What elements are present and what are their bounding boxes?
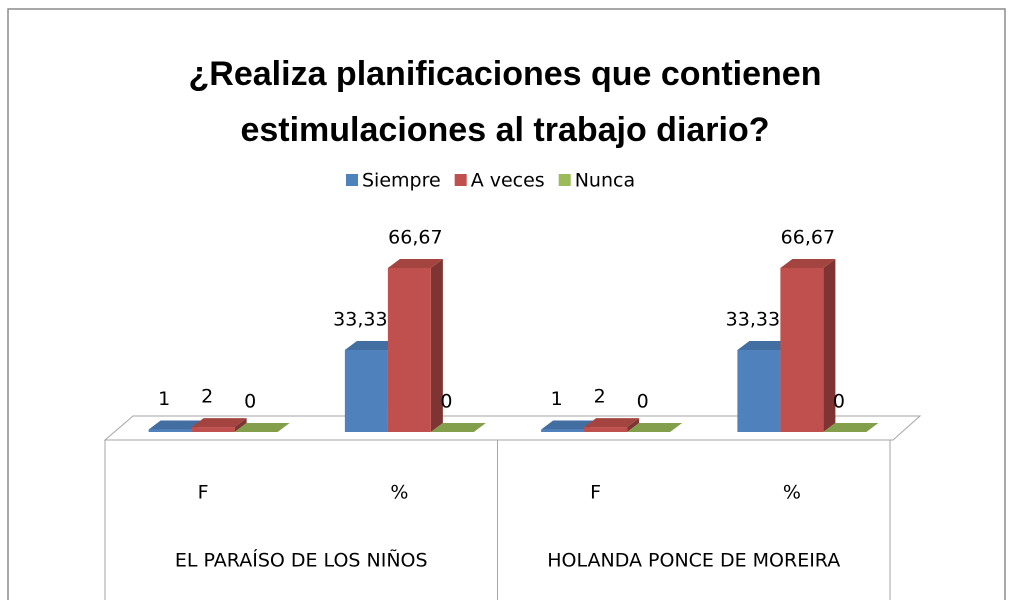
bar-front xyxy=(344,350,388,432)
bar-top xyxy=(823,423,879,432)
value-label: 66,67 xyxy=(781,227,835,249)
bar-side xyxy=(627,418,640,432)
legend-label: Siempre xyxy=(362,170,441,192)
bar-top xyxy=(148,420,204,430)
bar-top xyxy=(780,259,836,268)
x-tick-label: F xyxy=(590,482,601,504)
bar-top xyxy=(234,423,290,432)
value-label: 33,33 xyxy=(726,309,780,331)
chart-title: ¿Realiza planificaciones que contienen xyxy=(189,55,822,93)
bar-side xyxy=(430,259,443,432)
value-label: 0 xyxy=(440,391,452,413)
value-label: 2 xyxy=(594,386,606,408)
bar xyxy=(191,418,247,432)
legend-label: A veces xyxy=(471,170,545,192)
bar-front xyxy=(780,268,824,432)
bar xyxy=(234,423,290,432)
bar xyxy=(780,259,836,432)
chart-border xyxy=(7,8,1006,600)
bar xyxy=(823,423,879,432)
bar xyxy=(584,418,640,432)
bar-front xyxy=(191,427,235,432)
value-label: 66,67 xyxy=(388,227,442,249)
group-label: HOLANDA PONCE DE MOREIRA xyxy=(547,550,840,572)
value-label: 1 xyxy=(158,388,170,410)
bar-side xyxy=(823,259,836,432)
bar-front xyxy=(387,268,431,432)
bar-side xyxy=(234,418,247,432)
bar xyxy=(430,423,486,432)
bar xyxy=(387,259,443,432)
bar-front xyxy=(541,429,585,432)
bar-top xyxy=(541,420,597,430)
x-tick-label: F xyxy=(198,482,209,504)
bar-top xyxy=(191,418,247,428)
bar-front xyxy=(737,350,781,432)
x-tick-label: % xyxy=(783,482,801,504)
x-tick-label: % xyxy=(390,482,408,504)
group-label: EL PARAÍSO DE LOS NIÑOS xyxy=(175,549,428,572)
value-label: 0 xyxy=(637,391,649,413)
value-label: 1 xyxy=(551,388,563,410)
legend-swatch xyxy=(346,174,358,186)
legend-swatch xyxy=(558,174,571,186)
bar-front xyxy=(148,429,192,432)
bar-top xyxy=(737,341,793,351)
bar-top xyxy=(584,418,640,428)
floor xyxy=(103,415,922,441)
bar-top xyxy=(387,259,443,268)
value-label: 0 xyxy=(833,391,845,413)
bar-top xyxy=(430,423,486,432)
chart-title: estimulaciones al trabajo diario? xyxy=(240,111,769,149)
value-label: 33,33 xyxy=(333,309,387,331)
bar-top xyxy=(344,341,400,351)
bar-top xyxy=(627,423,683,432)
legend-label: Nunca xyxy=(575,170,635,192)
value-label: 2 xyxy=(201,386,213,408)
bar xyxy=(627,423,683,432)
bar-front xyxy=(584,427,628,432)
value-label: 0 xyxy=(244,391,256,413)
legend-swatch xyxy=(454,174,467,186)
